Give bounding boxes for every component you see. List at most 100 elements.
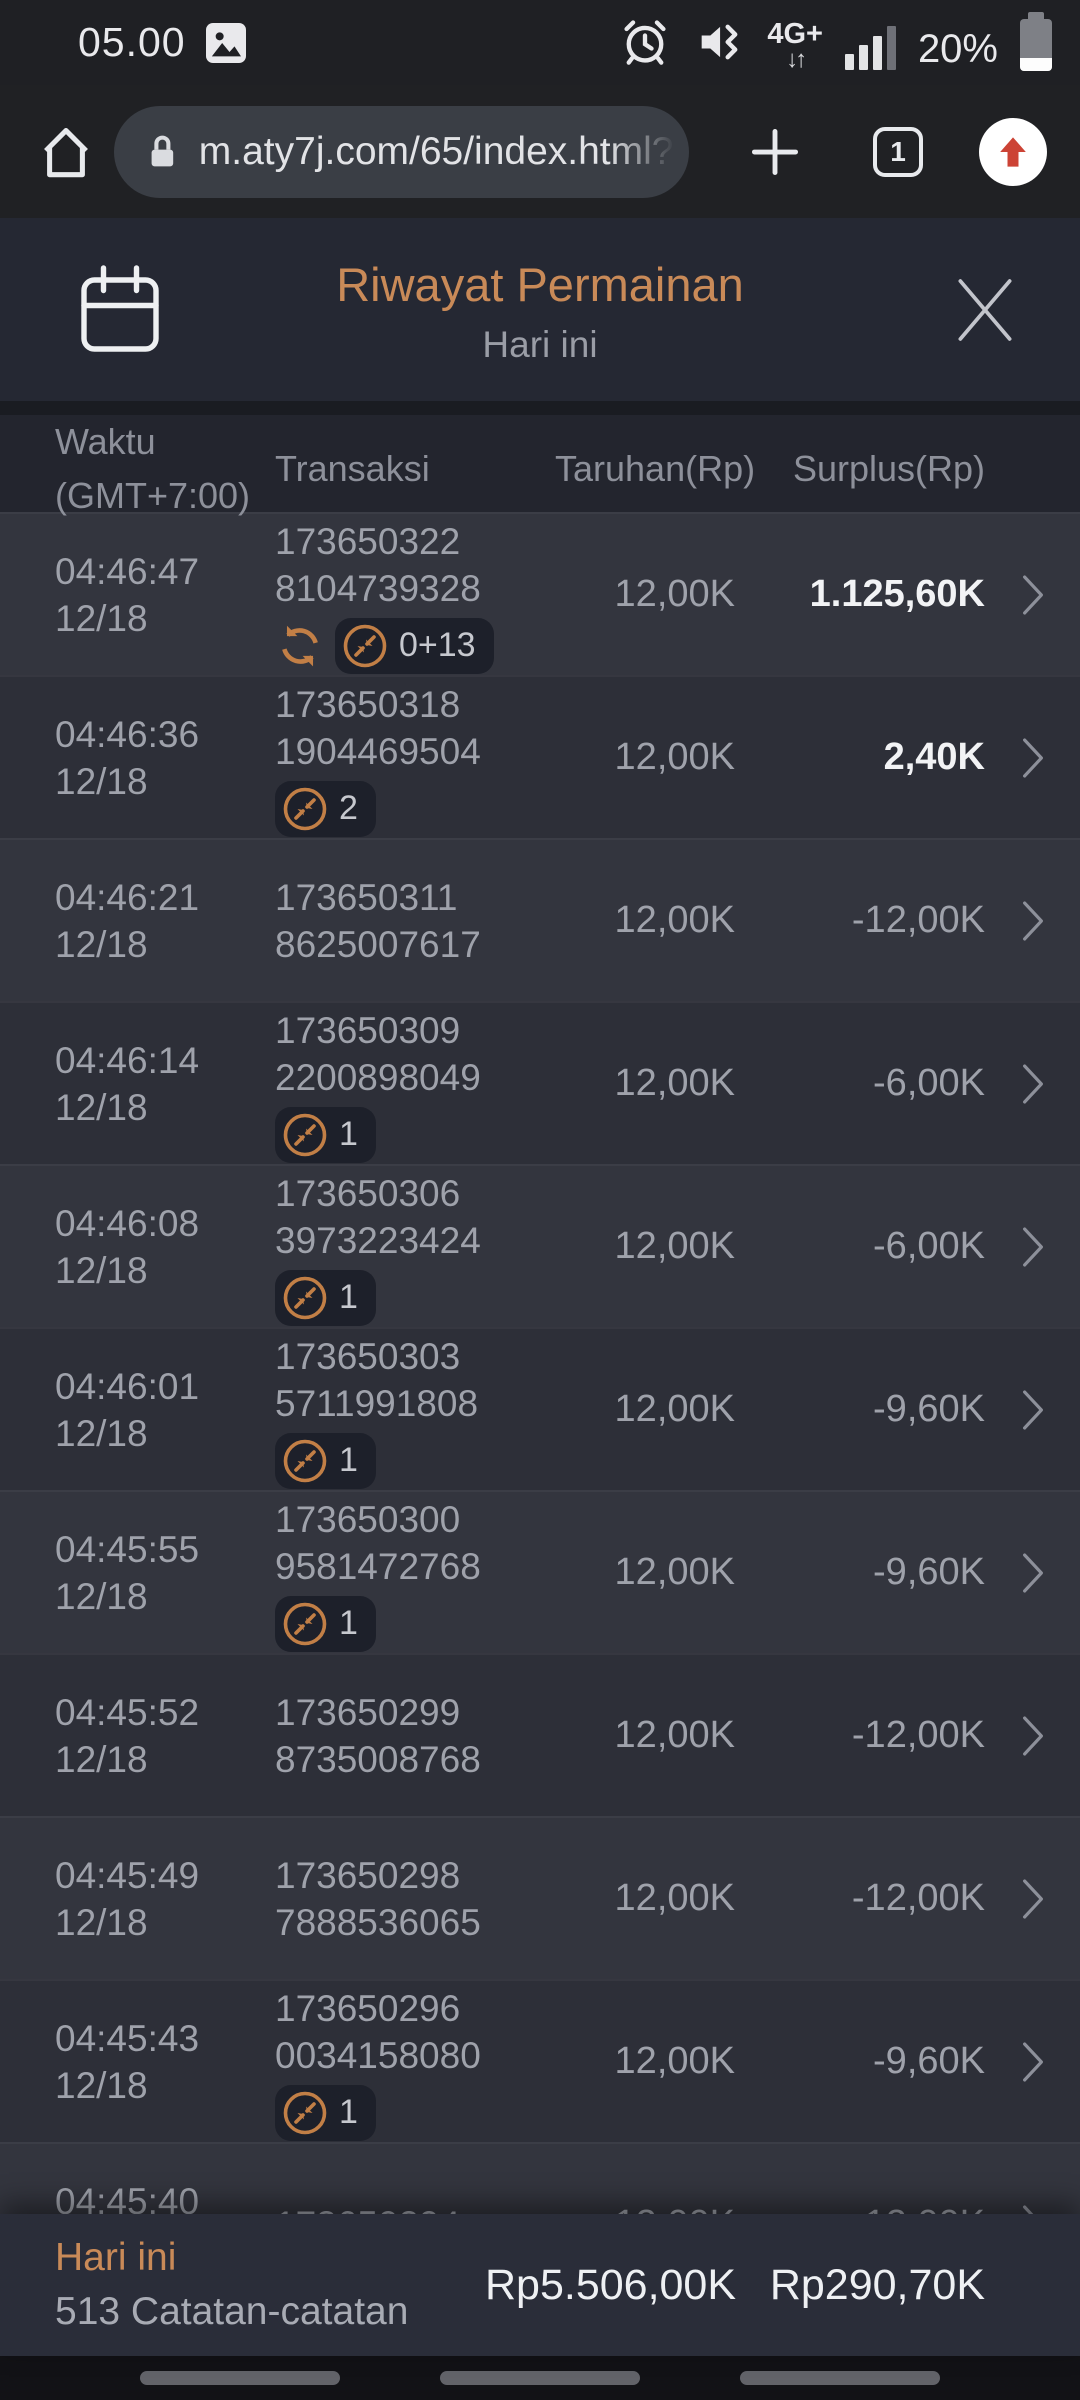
chevron-right-icon xyxy=(1018,2038,1048,2086)
row-txn-line2: 8104739328 xyxy=(275,567,481,609)
header-divider xyxy=(0,401,1080,415)
history-row[interactable]: 04:45:49 12/18 173650298 7888536065 12,0… xyxy=(0,1816,1080,1979)
chevron-right-icon xyxy=(1018,1712,1048,1760)
round-badge: 1 xyxy=(275,1269,376,1326)
column-header-bet: Taruhan(Rp) xyxy=(555,448,756,489)
badge-count: 2 xyxy=(339,789,358,827)
home-button[interactable] xyxy=(30,123,102,181)
page-subtitle: Hari ini xyxy=(482,324,598,365)
row-time: 04:45:52 xyxy=(55,1691,200,1733)
row-surplus: 1.125,60K xyxy=(809,573,985,615)
row-time: 04:46:21 xyxy=(55,876,200,918)
row-time: 04:46:14 xyxy=(55,1039,200,1081)
table-header: Waktu (GMT+7:00) Transaksi Taruhan(Rp) S… xyxy=(0,415,1080,516)
free-spin-icon xyxy=(275,621,325,671)
row-badges: 1 xyxy=(275,1269,555,1326)
history-row[interactable]: 04:46:47 12/18 173650322 8104739328 xyxy=(0,512,1080,675)
history-row[interactable]: 04:45:40 12/18 173650294 12,00K -12,00K xyxy=(0,2142,1080,2214)
chevron-right-icon xyxy=(1018,1386,1048,1434)
row-txn-line2: 8625007617 xyxy=(275,923,481,965)
history-row[interactable]: 04:46:36 12/18 173650318 1904469504 2 12… xyxy=(0,675,1080,838)
url-text: m.aty7j.com/65/index.html?o xyxy=(198,129,675,173)
row-time: 04:46:01 xyxy=(55,1365,200,1407)
history-row[interactable]: 04:45:43 12/18 173650296 0034158080 1 12… xyxy=(0,1979,1080,2142)
row-bet: 12,00K xyxy=(555,2144,735,2214)
row-badges: 1 xyxy=(275,1106,555,1163)
row-txn-line1: 173650306 xyxy=(275,1172,461,1214)
status-bar: 05.00 4G+ ↓↑ 20% xyxy=(0,0,1080,85)
nav-home-button[interactable] xyxy=(440,2371,640,2385)
row-time: 04:45:49 xyxy=(55,1854,200,1896)
column-header-surplus: Surplus(Rp) xyxy=(792,448,985,489)
round-badge: 1 xyxy=(275,2084,376,2141)
row-surplus: -12,00K xyxy=(851,1714,985,1756)
collapse-arrows-icon xyxy=(283,1602,327,1645)
nav-back-button[interactable] xyxy=(740,2371,940,2385)
android-nav-bar xyxy=(0,2356,1080,2400)
chevron-right-icon xyxy=(1018,1223,1048,1271)
alarm-icon xyxy=(619,16,671,68)
close-button[interactable] xyxy=(950,268,1020,352)
history-row[interactable]: 04:45:52 12/18 173650299 8735008768 12,0… xyxy=(0,1653,1080,1816)
badge-count: 0+13 xyxy=(399,626,476,664)
row-txn-line2: 5711991808 xyxy=(275,1382,479,1424)
row-time: 04:45:40 xyxy=(55,2180,200,2215)
badge-count: 1 xyxy=(339,1604,358,1642)
row-txn-line1: 173650311 xyxy=(275,876,458,918)
chevron-right-icon xyxy=(1018,1549,1048,1597)
badge-count: 1 xyxy=(339,1278,358,1316)
round-badge: 1 xyxy=(275,1432,376,1489)
chrome-update-button[interactable] xyxy=(979,117,1047,186)
summary-bar: Hari ini 513 Catatan-catatan Rp5.506,00K… xyxy=(0,2214,1080,2356)
nav-recents-button[interactable] xyxy=(140,2371,340,2385)
row-time: 04:46:08 xyxy=(55,1202,200,1244)
row-bet: 12,00K xyxy=(614,1877,735,1919)
row-txn-line1: 173650300 xyxy=(275,1498,461,1540)
row-txn-line1: 173650299 xyxy=(275,1691,461,1733)
badge-count: 1 xyxy=(339,1441,358,1479)
calendar-button[interactable] xyxy=(72,260,168,360)
round-badge: 2 xyxy=(275,780,376,837)
battery-icon xyxy=(1020,11,1052,71)
row-time: 04:45:43 xyxy=(55,2017,200,2059)
battery-percent: 20% xyxy=(917,26,998,71)
collapse-arrows-icon xyxy=(283,1113,327,1156)
history-row[interactable]: 04:46:21 12/18 173650311 8625007617 12,0… xyxy=(0,838,1080,1001)
row-surplus: -9,60K xyxy=(873,2040,985,2082)
badge-count: 1 xyxy=(339,1115,358,1153)
row-date: 12/18 xyxy=(55,923,148,965)
row-bet: 12,00K xyxy=(614,1551,735,1593)
history-row[interactable]: 04:46:08 12/18 173650306 3973223424 1 12… xyxy=(0,1164,1080,1327)
row-badges: 2 xyxy=(275,780,555,837)
row-txn-line1: 173650298 xyxy=(275,1854,461,1896)
history-row[interactable]: 04:46:14 12/18 173650309 2200898049 1 12… xyxy=(0,1001,1080,1164)
summary-period: Hari ini xyxy=(55,2236,177,2279)
up-arrow-icon xyxy=(1000,136,1026,167)
summary-record-count: 513 Catatan-catatan xyxy=(55,2290,409,2333)
collapse-arrows-icon xyxy=(283,1439,327,1482)
chevron-right-icon xyxy=(1018,1060,1048,1108)
row-time: 04:46:47 xyxy=(55,550,200,592)
history-page-header: Riwayat Permainan Hari ini xyxy=(0,218,1080,401)
url-bar[interactable]: m.aty7j.com/65/index.html?o xyxy=(114,105,689,198)
collapse-arrows-icon xyxy=(343,624,387,667)
tab-count: 1 xyxy=(890,135,906,167)
history-row[interactable]: 04:45:55 12/18 173650300 9581472768 1 12… xyxy=(0,1490,1080,1653)
row-surplus: -12,00K xyxy=(735,2144,985,2214)
chevron-right-icon xyxy=(1018,2201,1048,2214)
history-row[interactable]: 04:46:01 12/18 173650303 5711991808 1 12… xyxy=(0,1327,1080,1490)
history-rows: 04:46:47 12/18 173650322 8104739328 xyxy=(0,512,1080,2214)
round-badge: 0+13 xyxy=(335,617,494,674)
row-surplus: -12,00K xyxy=(851,899,985,941)
tab-switcher-button[interactable]: 1 xyxy=(873,126,923,177)
row-surplus: -9,60K xyxy=(873,1388,985,1430)
row-badges: 1 xyxy=(275,2084,555,2141)
page-title: Riwayat Permainan xyxy=(336,258,744,311)
round-badge: 1 xyxy=(275,1595,376,1652)
collapse-arrows-icon xyxy=(283,787,327,830)
row-date: 12/18 xyxy=(55,1901,148,1943)
network-type-indicator: 4G+ ↓↑ xyxy=(767,17,823,73)
row-txn-line2: 3973223424 xyxy=(275,1219,481,1261)
new-tab-button[interactable] xyxy=(749,126,801,178)
row-txn-line1: 173650322 xyxy=(275,520,461,562)
